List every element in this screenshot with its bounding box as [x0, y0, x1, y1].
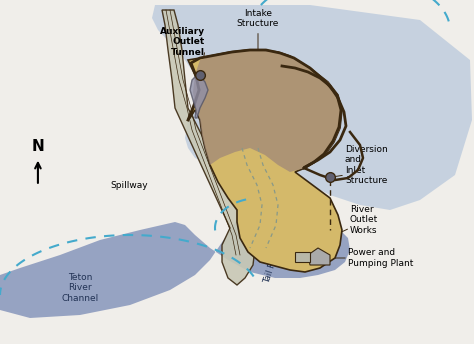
Polygon shape [295, 252, 310, 262]
Text: Diversion
and
Inlet
Structure: Diversion and Inlet Structure [345, 145, 388, 185]
Polygon shape [152, 5, 472, 210]
Text: Intake
Structure: Intake Structure [237, 9, 279, 65]
Polygon shape [188, 50, 342, 272]
Polygon shape [193, 50, 342, 172]
Text: Spillway: Spillway [110, 181, 148, 190]
Text: River
Outlet
Works: River Outlet Works [350, 205, 378, 235]
Text: Auxiliary
Outlet
Tunnel: Auxiliary Outlet Tunnel [160, 27, 205, 57]
Text: Teton
River
Channel: Teton River Channel [61, 273, 99, 303]
Text: N: N [32, 139, 44, 154]
Polygon shape [190, 76, 208, 118]
Polygon shape [162, 10, 255, 285]
Text: Tail Race Channel: Tail Race Channel [262, 211, 294, 285]
Polygon shape [0, 212, 350, 318]
Text: Power and
Pumping Plant: Power and Pumping Plant [348, 248, 413, 268]
Polygon shape [308, 248, 330, 265]
